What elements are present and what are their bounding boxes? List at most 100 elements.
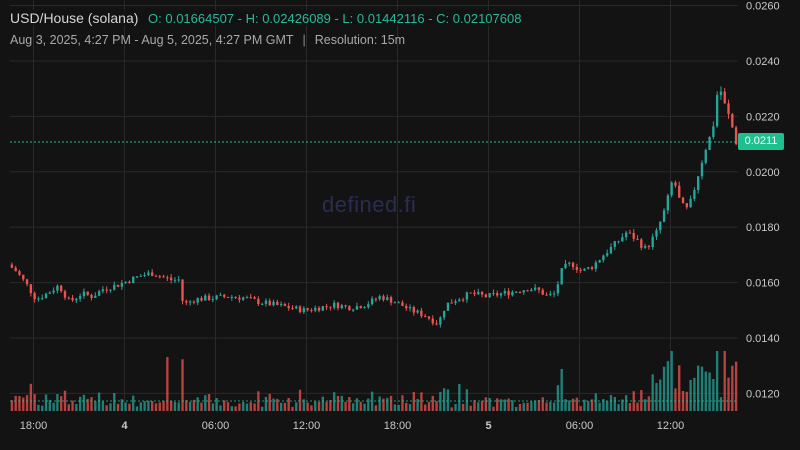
candle-body xyxy=(272,301,275,306)
volume-bar xyxy=(427,401,431,411)
volume-bar xyxy=(541,397,544,411)
candle-body xyxy=(583,268,586,271)
ohlc-values: O: 0.01664507 - H: 0.02426089 - L: 0.014… xyxy=(148,11,522,26)
candle-body xyxy=(704,149,707,163)
volume-bar xyxy=(545,402,548,411)
candle-body xyxy=(442,310,446,318)
volume-bar xyxy=(314,401,317,411)
candle-body xyxy=(238,297,241,300)
volume-bars xyxy=(10,351,738,411)
candle-body xyxy=(329,306,332,308)
volume-bar xyxy=(700,366,704,411)
candle-body xyxy=(708,136,711,150)
candle-body xyxy=(670,182,673,196)
candle-body xyxy=(287,306,290,309)
volume-bar xyxy=(571,398,575,411)
candle-body xyxy=(697,176,700,191)
volume-bar xyxy=(412,391,415,411)
candle-body xyxy=(37,298,40,300)
candle-body xyxy=(363,307,366,309)
candle-body xyxy=(518,291,522,293)
volume-bar xyxy=(279,402,283,411)
candle-body xyxy=(719,91,723,96)
candle-body xyxy=(473,292,476,295)
volume-bar xyxy=(678,365,681,411)
volume-bar xyxy=(363,403,366,411)
y-tick-label: 0.0200 xyxy=(746,167,780,179)
candle-body xyxy=(511,291,514,296)
candle-body xyxy=(537,287,541,290)
candle-body xyxy=(302,308,306,313)
volume-bar xyxy=(389,395,393,411)
volume-bar xyxy=(97,392,101,411)
candle-body xyxy=(367,304,370,308)
volume-bar xyxy=(704,371,707,411)
volume-bar xyxy=(291,406,294,411)
candle-body xyxy=(188,301,192,303)
candle-body xyxy=(253,297,256,299)
candle-body xyxy=(579,269,582,271)
candle-body xyxy=(564,263,567,269)
candle-body xyxy=(71,297,74,301)
candle-body xyxy=(94,295,97,298)
volume-bar xyxy=(477,402,480,411)
volume-bar xyxy=(162,400,165,411)
candles xyxy=(10,86,738,328)
volume-bar xyxy=(60,396,63,411)
candle-body xyxy=(647,246,651,248)
candle-body xyxy=(325,306,328,308)
volume-bar xyxy=(295,402,298,411)
volume-bar xyxy=(598,402,601,411)
y-tick-label: 0.0160 xyxy=(746,278,780,290)
volume-bar xyxy=(655,383,658,411)
volume-bar xyxy=(14,395,17,411)
candle-body xyxy=(461,299,465,301)
volume-bar xyxy=(511,400,514,411)
candle-body xyxy=(86,291,89,295)
candle-body xyxy=(204,295,207,301)
candle-body xyxy=(431,318,434,324)
candle-body xyxy=(515,291,518,293)
volume-bar xyxy=(348,397,351,411)
candle-body xyxy=(469,292,472,294)
volume-bar xyxy=(670,351,673,411)
candle-body xyxy=(249,297,252,299)
volume-bar xyxy=(188,401,192,411)
volume-bar xyxy=(41,405,44,411)
candle-body xyxy=(477,291,480,295)
volume-bar xyxy=(226,402,230,411)
volume-bar xyxy=(465,389,469,411)
volume-bar xyxy=(200,402,203,411)
volume-bar xyxy=(674,388,677,411)
candle-body xyxy=(454,301,457,303)
candle-body xyxy=(101,289,105,292)
volume-bar xyxy=(461,403,465,411)
volume-bar xyxy=(268,393,271,411)
candle-body xyxy=(196,298,199,303)
volume-bar xyxy=(124,402,127,411)
candle-body xyxy=(624,232,628,238)
volume-bar xyxy=(442,388,446,411)
candle-body xyxy=(56,285,59,291)
candle-body xyxy=(503,291,506,294)
candle-body xyxy=(177,279,180,281)
volume-bar xyxy=(105,405,108,411)
candle-body xyxy=(276,301,279,305)
volume-bar xyxy=(416,398,419,411)
volume-bar xyxy=(590,399,594,411)
volume-bar xyxy=(264,396,268,411)
volume-bar xyxy=(378,396,381,411)
volume-bar xyxy=(185,400,188,411)
candle-body xyxy=(389,297,393,303)
candle-body xyxy=(628,232,632,234)
candle-body xyxy=(143,275,146,277)
candle-body xyxy=(306,308,309,310)
candle-body xyxy=(257,298,260,304)
volume-bar xyxy=(283,402,287,411)
candle-body xyxy=(507,291,510,296)
volume-bar xyxy=(689,379,692,411)
candle-body xyxy=(617,241,620,243)
candle-body xyxy=(522,290,525,293)
candle-body xyxy=(321,306,324,311)
